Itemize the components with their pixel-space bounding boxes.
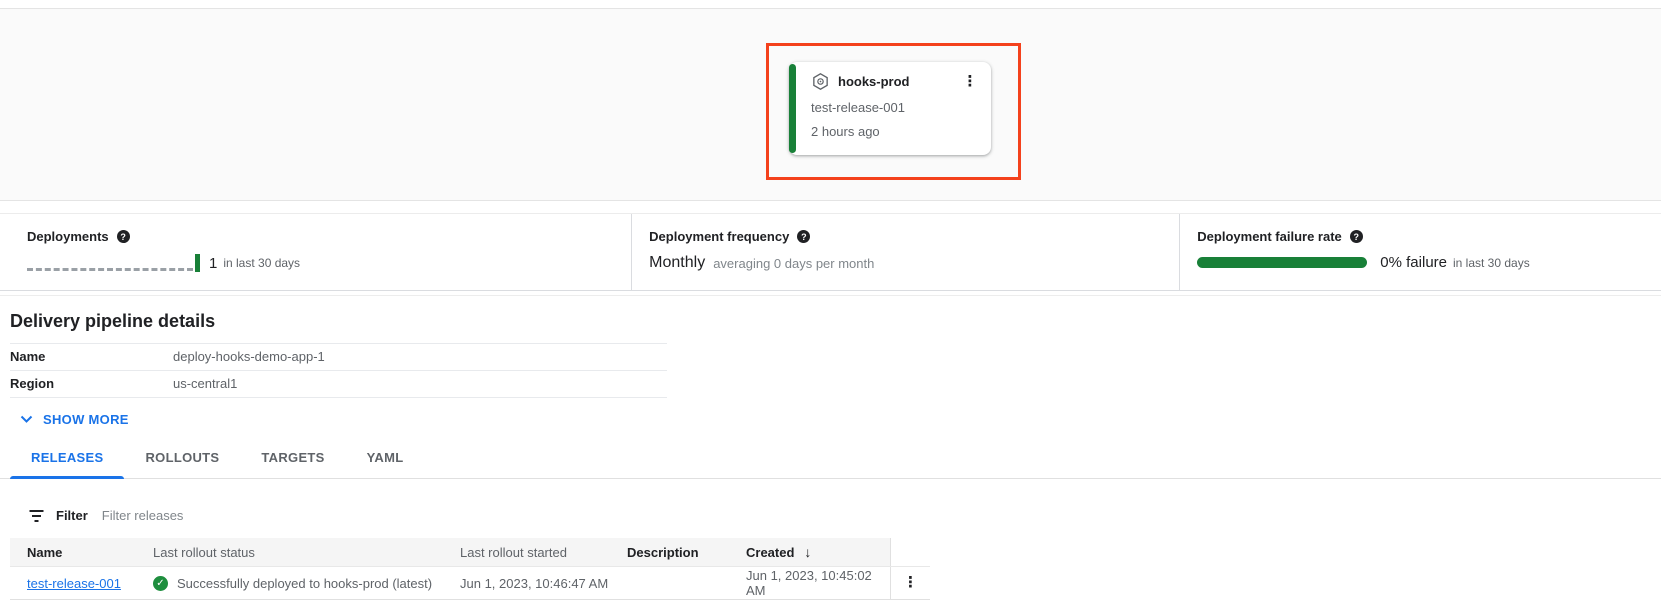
tab-yaml[interactable]: YAML bbox=[366, 450, 404, 465]
annotation-highlight-box: hooks-prod ⋮ test-release-001 2 hours ag… bbox=[766, 43, 1021, 180]
deployments-sparkline bbox=[27, 267, 193, 271]
details-kv-table: Name deploy-hooks-demo-app-1 Region us-c… bbox=[10, 343, 667, 398]
frequency-help-icon[interactable]: ? bbox=[797, 230, 811, 243]
detail-value: deploy-hooks-demo-app-1 bbox=[173, 349, 325, 364]
target-release-name: test-release-001 bbox=[811, 100, 905, 115]
failure-rate-help-icon[interactable]: ? bbox=[1349, 230, 1363, 243]
failure-rate-detail: in last 30 days bbox=[1453, 255, 1530, 270]
column-header-actions bbox=[890, 538, 930, 566]
frequency-detail: averaging 0 days per month bbox=[713, 255, 875, 271]
pipeline-canvas: hooks-prod ⋮ test-release-001 2 hours ag… bbox=[0, 8, 1661, 201]
target-hexagon-icon bbox=[813, 73, 828, 90]
row-overflow-menu-icon[interactable]: ⋮ bbox=[903, 574, 918, 591]
metrics-panel: Deployments ? 1 in last 30 days Deployme… bbox=[0, 213, 1661, 291]
detail-label: Name bbox=[10, 349, 46, 364]
detail-value: us-central1 bbox=[173, 376, 238, 391]
page-title: Delivery pipeline details bbox=[10, 311, 216, 331]
releases-table-header: Name Last rollout status Last rollout st… bbox=[10, 538, 930, 567]
column-header-description[interactable]: Description bbox=[627, 538, 746, 566]
filter-input[interactable] bbox=[101, 508, 522, 523]
filter-icon[interactable] bbox=[28, 509, 45, 523]
tab-targets[interactable]: TARGETS bbox=[261, 450, 325, 465]
column-header-last-rollout-started: Last rollout started bbox=[460, 538, 627, 566]
deployments-help-icon[interactable]: ? bbox=[116, 230, 130, 243]
created-cell: Jun 1, 2023, 10:45:02 AM bbox=[746, 568, 872, 598]
show-more-button[interactable]: SHOW MORE bbox=[20, 412, 129, 427]
failure-rate-label: Deployment failure rate bbox=[1197, 229, 1342, 244]
target-name: hooks-prod bbox=[838, 74, 910, 89]
detail-row-region: Region us-central1 bbox=[10, 370, 667, 398]
pipeline-details-section: Delivery pipeline details Name deploy-ho… bbox=[0, 296, 1661, 427]
tab-bar: RELEASES ROLLOUTS TARGETS YAML bbox=[0, 440, 1661, 479]
table-row: test-release-001 ✓ Successfully deployed… bbox=[10, 567, 930, 600]
deployments-suffix: in last 30 days bbox=[223, 256, 301, 270]
rollout-started-cell: Jun 1, 2023, 10:46:47 AM bbox=[460, 575, 609, 591]
column-header-created[interactable]: Created ↓ bbox=[746, 538, 890, 566]
section-divider bbox=[0, 295, 1661, 296]
filter-label[interactable]: Filter bbox=[56, 508, 88, 523]
filter-bar: Filter bbox=[28, 508, 1661, 523]
column-header-last-rollout-status: Last rollout status bbox=[153, 538, 460, 566]
created-header-label: Created bbox=[746, 544, 795, 560]
tab-rollouts[interactable]: ROLLOUTS bbox=[145, 450, 220, 465]
target-status-bar bbox=[789, 64, 796, 153]
success-check-icon: ✓ bbox=[153, 575, 168, 591]
show-more-label: SHOW MORE bbox=[43, 412, 129, 427]
metric-deployments: Deployments ? 1 in last 30 days bbox=[0, 214, 631, 290]
deployments-sparkline-tick bbox=[195, 254, 200, 272]
target-deploy-time: 2 hours ago bbox=[811, 124, 880, 139]
releases-table: Name Last rollout status Last rollout st… bbox=[10, 538, 930, 600]
detail-label: Region bbox=[10, 376, 55, 391]
metric-failure-rate: Deployment failure rate ? 0% failure in … bbox=[1179, 214, 1661, 290]
deployments-count: 1 bbox=[209, 254, 218, 272]
detail-row-name: Name deploy-hooks-demo-app-1 bbox=[10, 343, 667, 370]
rollout-status-text: Successfully deployed to hooks-prod (lat… bbox=[177, 575, 433, 591]
target-card-hooks-prod[interactable]: hooks-prod ⋮ test-release-001 2 hours ag… bbox=[789, 62, 991, 155]
tab-releases[interactable]: RELEASES bbox=[10, 440, 125, 479]
failure-rate-value: 0% failure bbox=[1380, 254, 1447, 271]
failure-rate-bar bbox=[1197, 257, 1368, 268]
frequency-value: Monthly bbox=[649, 254, 706, 271]
release-link[interactable]: test-release-001 bbox=[27, 575, 121, 591]
chevron-down-icon bbox=[20, 415, 33, 423]
sort-descending-icon[interactable]: ↓ bbox=[804, 544, 812, 560]
deployments-label: Deployments bbox=[27, 229, 109, 244]
frequency-label: Deployment frequency bbox=[649, 229, 790, 244]
target-card-overflow-menu-icon[interactable]: ⋮ bbox=[962, 72, 978, 90]
column-header-name[interactable]: Name bbox=[10, 538, 153, 566]
metric-frequency: Deployment frequency ? Monthly averaging… bbox=[631, 214, 1179, 290]
